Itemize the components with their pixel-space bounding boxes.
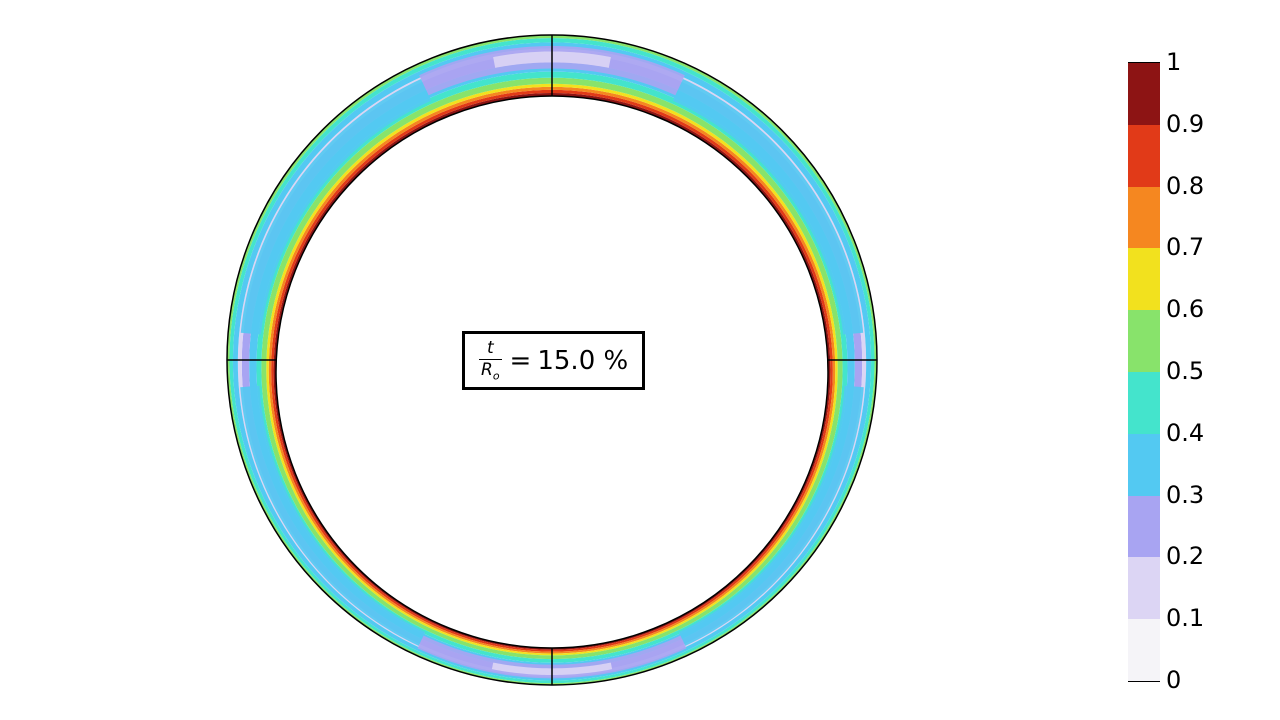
colorbar-segment <box>1128 125 1160 187</box>
equals-sign: = <box>510 346 532 376</box>
colorbar-tick-label: 0.5 <box>1166 357 1204 385</box>
colorbar-segment <box>1128 187 1160 249</box>
colorbar-tick-label: 0.1 <box>1166 604 1204 632</box>
colorbar-tick-label: 0.9 <box>1166 110 1204 138</box>
colorbar-segment <box>1128 310 1160 372</box>
figure-stage: t Ro = 15.0 % 0 0.1 0.2 0.3 0.4 0.5 0.6 0.7 0.8 0… <box>0 0 1280 720</box>
colorbar-segment <box>1128 63 1160 125</box>
colorbar-segment <box>1128 434 1160 496</box>
colorbar-tick-label: 0 <box>1166 666 1181 694</box>
fraction: t Ro <box>479 340 502 381</box>
fraction-numerator: t <box>485 340 496 359</box>
fraction-denominator: Ro <box>479 359 502 381</box>
colorbar-segment <box>1128 372 1160 434</box>
colorbar-tick-label: 0.6 <box>1166 295 1204 323</box>
colorbar-segment <box>1128 248 1160 310</box>
colorbar-segment <box>1128 619 1160 681</box>
colorbar-tick-label: 1 <box>1166 48 1181 76</box>
thickness-ratio-label: t Ro = 15.0 % <box>462 331 645 390</box>
colorbar: 00.10.20.30.40.50.60.70.80.91 <box>1128 62 1230 680</box>
colorbar-segment <box>1128 557 1160 619</box>
colorbar-tick-label: 0.8 <box>1166 172 1204 200</box>
colorbar-tick-label: 0.7 <box>1166 233 1204 261</box>
colorbar-tick-label: 0.3 <box>1166 481 1204 509</box>
colorbar-tick-label: 0.2 <box>1166 542 1204 570</box>
colorbar-segment <box>1128 496 1160 558</box>
colorbar-gradient <box>1128 62 1160 682</box>
colorbar-tick-label: 0.4 <box>1166 419 1204 447</box>
ratio-value: 15.0 % <box>537 346 628 376</box>
